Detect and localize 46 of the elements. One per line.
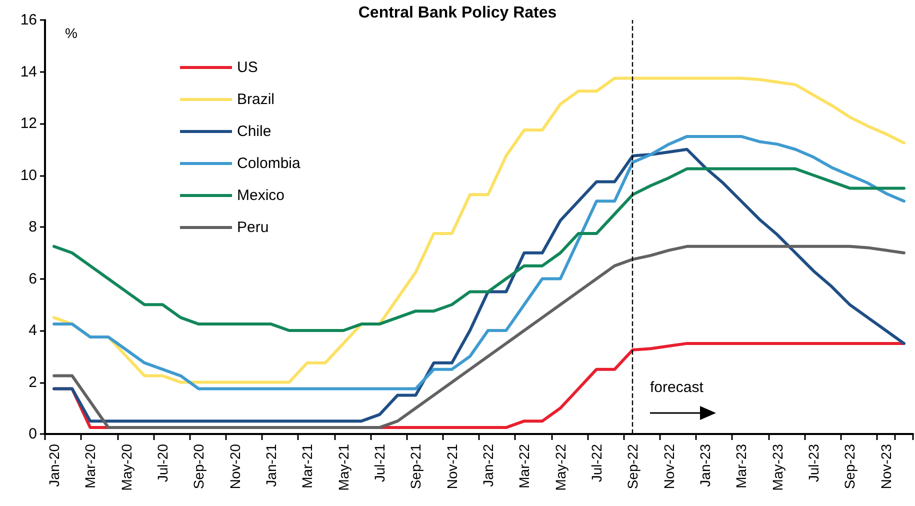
x-tick-label: Nov-20 xyxy=(226,444,243,490)
x-tick-label: Sep-22 xyxy=(624,444,641,490)
x-tick-label: Mar-20 xyxy=(82,444,98,488)
legend-label: US xyxy=(237,59,258,76)
legend-label: Mexico xyxy=(237,187,285,204)
chart-title: Central Bank Policy Rates xyxy=(358,4,557,22)
legend-label: Colombia xyxy=(237,155,302,172)
x-tick-label: May-22 xyxy=(552,444,568,491)
x-tick-label: Jul-23 xyxy=(806,444,822,482)
x-tick-label: Jan-21 xyxy=(263,444,280,487)
line-series xyxy=(52,244,906,430)
y-tick-label: 16 xyxy=(20,12,37,28)
y-tick-label: 14 xyxy=(20,63,37,80)
x-tick-label: May-20 xyxy=(118,444,134,491)
legend-label: Chile xyxy=(237,123,272,140)
y-tick-label: 0 xyxy=(28,426,37,442)
line-series xyxy=(52,167,906,332)
y-tick-label: 10 xyxy=(20,166,37,184)
x-tick-label: May-23 xyxy=(769,444,786,491)
y-tick-label: 2 xyxy=(28,374,37,391)
x-tick-label: Jul-21 xyxy=(372,444,388,482)
x-tick-label: Mar-22 xyxy=(516,444,532,488)
y-axis-title: % xyxy=(65,25,78,41)
y-tick-label: 8 xyxy=(28,218,37,236)
x-tick-label: Nov-22 xyxy=(660,444,677,490)
y-tick-label: 12 xyxy=(20,115,37,132)
x-tick-label: Nov-21 xyxy=(444,444,460,490)
x-tick-label: Sep-23 xyxy=(842,444,858,490)
legend-label: Brazil xyxy=(237,91,275,108)
x-tick-label: Sep-21 xyxy=(408,444,424,490)
x-tick-label: May-21 xyxy=(335,444,352,491)
line-series xyxy=(52,134,906,390)
x-tick-label: Mar-21 xyxy=(299,444,316,488)
x-tick-label: Jan-22 xyxy=(480,444,496,487)
x-tick-label: Jul-20 xyxy=(154,444,171,482)
x-tick-label: Jan-23 xyxy=(697,444,714,487)
annotation: forecast xyxy=(650,379,704,396)
legend-label: Peru xyxy=(237,219,269,236)
x-tick-label: Mar-23 xyxy=(733,444,750,488)
x-tick-label: Jan-20 xyxy=(46,444,62,487)
x-tick-label: Jul-22 xyxy=(588,444,605,482)
y-tick-label: 4 xyxy=(28,322,37,339)
line-series xyxy=(52,148,906,423)
y-tick-label: 6 xyxy=(28,270,37,288)
x-tick-label: Sep-20 xyxy=(190,444,207,490)
x-tick-label: Nov-23 xyxy=(878,444,894,490)
